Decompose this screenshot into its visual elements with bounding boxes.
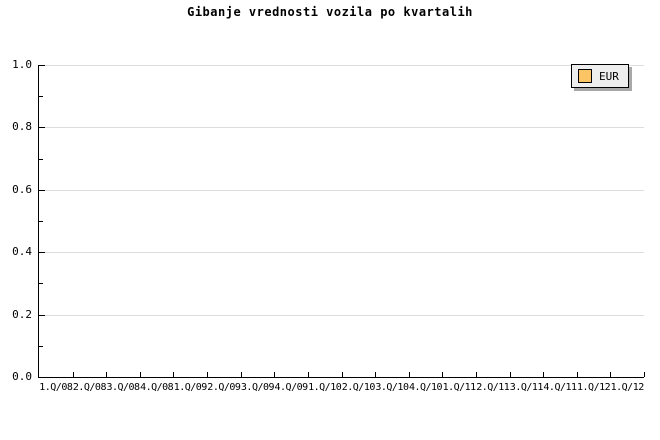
x-tick-label: 2.Q/10	[341, 382, 376, 393]
y-tick-label: 0.2	[12, 308, 32, 321]
x-tick-label: 2.Q/09	[207, 382, 241, 393]
y-tick-label: 1.0	[12, 58, 32, 71]
x-tick	[644, 372, 645, 377]
x-tick-label: 3.Q/11	[509, 382, 544, 393]
x-tick-label: 2.Q/11	[476, 382, 510, 393]
x-tick	[308, 372, 309, 377]
x-tick-label: 1.Q/11	[442, 382, 477, 393]
x-tick	[173, 372, 174, 377]
x-tick-label: 1.Q/09	[173, 382, 208, 393]
x-axis-line	[38, 377, 644, 378]
x-tick-label: 4.Q/09	[274, 382, 309, 393]
y-axis-line	[38, 65, 39, 378]
x-tick-label: 2.Q/08	[72, 382, 107, 393]
grid-line-y	[39, 252, 644, 253]
x-tick	[274, 372, 275, 377]
y-tick-minor	[39, 346, 43, 347]
x-tick-label: 3.Q/09	[240, 382, 275, 393]
grid-line-y	[39, 65, 644, 66]
x-tick	[543, 372, 544, 377]
y-tick-label: 0.8	[12, 120, 32, 133]
y-tick-major	[39, 315, 45, 316]
y-tick-minor	[39, 96, 43, 97]
legend: EUR	[571, 64, 629, 88]
y-tick-minor	[39, 159, 43, 160]
x-tick	[510, 372, 511, 377]
x-tick-label: 1.Q/08	[39, 382, 73, 393]
chart-title: Gibanje vrednosti vozila po kvartalih	[187, 5, 473, 19]
x-tick-label: 4.Q/11	[543, 382, 577, 393]
x-tick-label: 3.Q/10	[375, 382, 409, 393]
grid-line-y	[39, 315, 644, 316]
plot-area: 0.0 0.2 0.4 0.6 0.8 1.0 1.Q/08 2.Q/08 3.Q/08 4.Q/…	[12, 58, 645, 393]
x-tick	[577, 372, 578, 377]
grid-line-y	[39, 190, 644, 191]
legend-label-eur: EUR	[599, 69, 619, 83]
y-tick-label: 0.6	[12, 183, 32, 196]
x-tick	[409, 372, 410, 377]
y-tick-major	[39, 190, 45, 191]
x-tick	[207, 372, 208, 377]
x-tick-label: 4.Q/10	[408, 382, 443, 393]
x-tick-label: 1.Q/10	[308, 382, 342, 393]
legend-swatch-eur	[578, 69, 592, 83]
x-tick	[610, 372, 611, 377]
y-tick-label: 0.4	[12, 245, 32, 258]
x-tick	[375, 372, 376, 377]
x-tick	[442, 372, 443, 377]
x-tick-label: 4.Q/08	[140, 382, 174, 393]
x-tick	[476, 372, 477, 377]
y-tick-minor	[39, 283, 43, 284]
x-tick	[73, 372, 74, 377]
x-tick-label: 1.Q/12	[610, 382, 645, 393]
x-tick-label: 1.Q/12	[577, 382, 611, 393]
y-tick-label: 0.0	[12, 370, 32, 383]
x-tick-label: 3.Q/08	[106, 382, 140, 393]
x-tick	[241, 372, 242, 377]
x-tick	[140, 372, 141, 377]
grid-line-y	[39, 127, 644, 128]
y-tick-major	[39, 127, 45, 128]
y-tick-major	[39, 65, 45, 66]
x-tick	[106, 372, 107, 377]
y-tick-major	[39, 252, 45, 253]
x-tick	[342, 372, 343, 377]
y-tick-minor	[39, 221, 43, 222]
